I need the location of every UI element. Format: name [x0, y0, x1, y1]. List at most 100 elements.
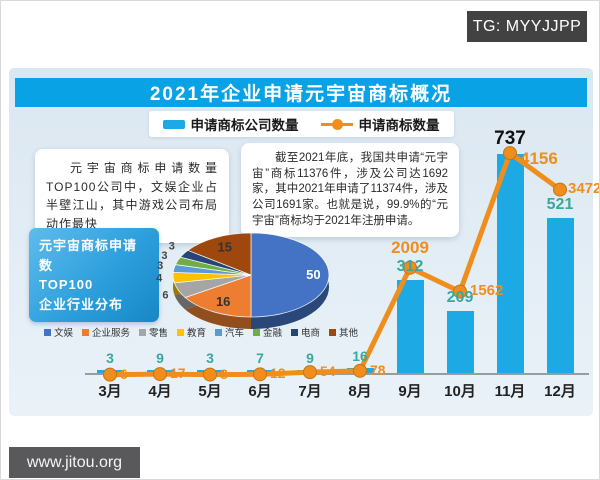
pie-legend: 文娱 企业服务 零售 教育 汽车 金融 电商 其他 — [31, 325, 371, 339]
page-title: 2021年企业申请元宇宙商标概况 — [149, 84, 453, 105]
pie-legend-swatch-icon — [138, 328, 146, 336]
bar-value-3月: 3 — [106, 350, 114, 366]
pie-legend-swatch-icon — [291, 328, 299, 336]
bar-value-12月: 521 — [546, 196, 574, 214]
note-right-text: 截至2021年底，我国共申请“元宇宙”商标11376件，涉及公司达1692家，其… — [252, 152, 448, 227]
line-value-9月: 2009 — [391, 237, 429, 257]
pie-slice-文娱 — [250, 232, 330, 318]
line-point-12月 — [553, 182, 567, 197]
pie-caption: 元宇宙商标申请数 TOP100 企业行业分布 — [29, 228, 159, 322]
bar-value-9月: 312 — [396, 258, 424, 276]
pie-legend-label: 零售 — [148, 328, 168, 339]
pie-legend-label: 其他 — [339, 328, 359, 339]
pie-legend-label: 教育 — [186, 328, 206, 339]
pie-legend-swatch-icon — [329, 328, 337, 336]
month-label-7月: 7月 — [298, 383, 322, 400]
pie-legend-item-汽车: 汽车 — [215, 325, 244, 339]
month-label-10月: 10月 — [444, 383, 476, 400]
line-value-12月: 3472 — [568, 179, 600, 197]
bar-value-4月: 9 — [156, 350, 164, 366]
pie-legend-swatch-icon — [215, 328, 222, 336]
month-label-4月: 4月 — [148, 383, 172, 400]
pie-value-其他: 15 — [218, 239, 232, 254]
pie-legend-label: 汽车 — [225, 328, 245, 339]
note-annual-summary: 截至2021年底，我国共申请“元宇宙”商标11376件，涉及公司达1692家，其… — [241, 143, 459, 238]
month-label-3月: 3月 — [98, 383, 122, 400]
pie-value-零售: 6 — [162, 290, 168, 302]
chart-legend: 申请商标公司数量 申请商标数量 — [9, 111, 593, 137]
pie-legend-swatch-icon — [176, 328, 184, 336]
legend-item-bars: 申请商标公司数量 — [162, 114, 299, 134]
line-point-3月 — [103, 367, 117, 382]
pie-legend-label: 金融 — [263, 328, 283, 339]
line-dot-swatch-icon — [320, 118, 353, 130]
pie-legend-item-其他: 其他 — [329, 325, 358, 339]
bar-value-10月: 209 — [446, 288, 474, 306]
line-point-11月 — [503, 146, 517, 161]
bar-11月 — [496, 154, 524, 373]
monthly-combo-chart: 3 9 3 7 9 16 312 209 737 521 6 17 8 12 54 78 2009 1562 415… — [85, 128, 599, 382]
pie-value-企业服务: 16 — [216, 294, 230, 309]
trademark-line-series — [103, 146, 567, 382]
pie-caption-line2: TOP100 — [39, 277, 94, 292]
line-value-6月: 12 — [270, 365, 286, 382]
bar-9月 — [396, 280, 424, 373]
note-top100-summary: 元宇宙商标申请数量TOP100公司中，文娱企业占半壁江山，其中游戏公司布局动作最… — [35, 149, 229, 244]
line-point-4月 — [153, 367, 167, 382]
pie-legend-item-教育: 教育 — [176, 325, 206, 339]
month-label-12月: 12月 — [544, 383, 576, 400]
pie-value-金融: 3 — [161, 250, 167, 262]
legend-line-label: 申请商标数量 — [358, 118, 440, 133]
pie-legend-swatch-icon — [81, 328, 89, 336]
line-value-4月: 17 — [170, 365, 186, 382]
month-label-5月: 5月 — [198, 383, 222, 400]
pie-value-教育: 4 — [156, 273, 163, 285]
site-badge-text: www.jitou.org — [26, 453, 123, 471]
pie-legend-item-文娱: 文娱 — [43, 325, 73, 339]
pie-caption-line1: 元宇宙商标申请数 — [39, 238, 138, 273]
line-point-9月 — [403, 260, 417, 275]
pie-slice-其他 — [187, 232, 252, 276]
line-value-3月: 6 — [120, 365, 128, 382]
legend-bars-label: 申请商标公司数量 — [190, 118, 299, 133]
pie-legend-swatch-icon — [253, 328, 261, 336]
note-left-text: 元宇宙商标申请数量TOP100公司中，文娱企业占半壁江山，其中游戏公司布局动作最… — [46, 161, 218, 231]
line-value-7月: 54 — [320, 363, 336, 380]
pie-legend-item-金融: 金融 — [253, 325, 282, 339]
line-point-6月 — [253, 367, 267, 382]
line-point-10月 — [453, 284, 467, 299]
telegram-badge-text: TG: MYYJJPP — [472, 17, 582, 35]
pie-value-汽车: 3 — [157, 260, 163, 272]
pie-legend-item-电商: 电商 — [291, 325, 320, 339]
pie-legend-label: 文娱 — [53, 328, 73, 339]
line-value-11月: 4156 — [520, 149, 558, 169]
bar-swatch-icon — [162, 119, 185, 129]
legend-item-line: 申请商标数量 — [320, 114, 440, 134]
legend-pill: 申请商标公司数量 申请商标数量 — [148, 111, 454, 137]
pie-legend-swatch-icon — [43, 328, 51, 336]
pie-legend-label: 企业服务 — [91, 328, 130, 339]
month-label-11月: 11月 — [494, 383, 526, 400]
pie-value-电商: 3 — [169, 240, 175, 252]
month-label-8月: 8月 — [348, 383, 372, 400]
line-point-5月 — [203, 367, 217, 382]
pie-caption-line3: 企业行业分布 — [39, 296, 124, 312]
bar-value-7月: 9 — [306, 350, 314, 366]
bar-value-11月: 737 — [494, 128, 526, 150]
line-value-8月: 78 — [370, 361, 386, 378]
chart-title-bar: 2021年企业申请元宇宙商标概况 — [15, 78, 587, 107]
pie-legend-item-零售: 零售 — [138, 325, 168, 339]
chart-panel: 2021年企业申请元宇宙商标概况 申请商标公司数量 申请商标数量 元宇宙商标申请… — [9, 68, 599, 416]
bar-12月 — [546, 218, 574, 373]
pie-legend-item-企业服务: 企业服务 — [81, 325, 130, 339]
pie-legend-label: 电商 — [301, 328, 321, 339]
line-path — [109, 150, 562, 378]
line-point-8月 — [353, 363, 367, 378]
site-badge: www.jitou.org — [9, 447, 140, 478]
pie-slice-企业服务 — [184, 274, 252, 318]
pie-value-文娱: 50 — [306, 267, 320, 282]
bar-value-6月: 7 — [256, 350, 264, 366]
month-axis: 3月 4月 5月 6月 7月 8月 9月 10月 11月 12月 — [85, 380, 589, 402]
